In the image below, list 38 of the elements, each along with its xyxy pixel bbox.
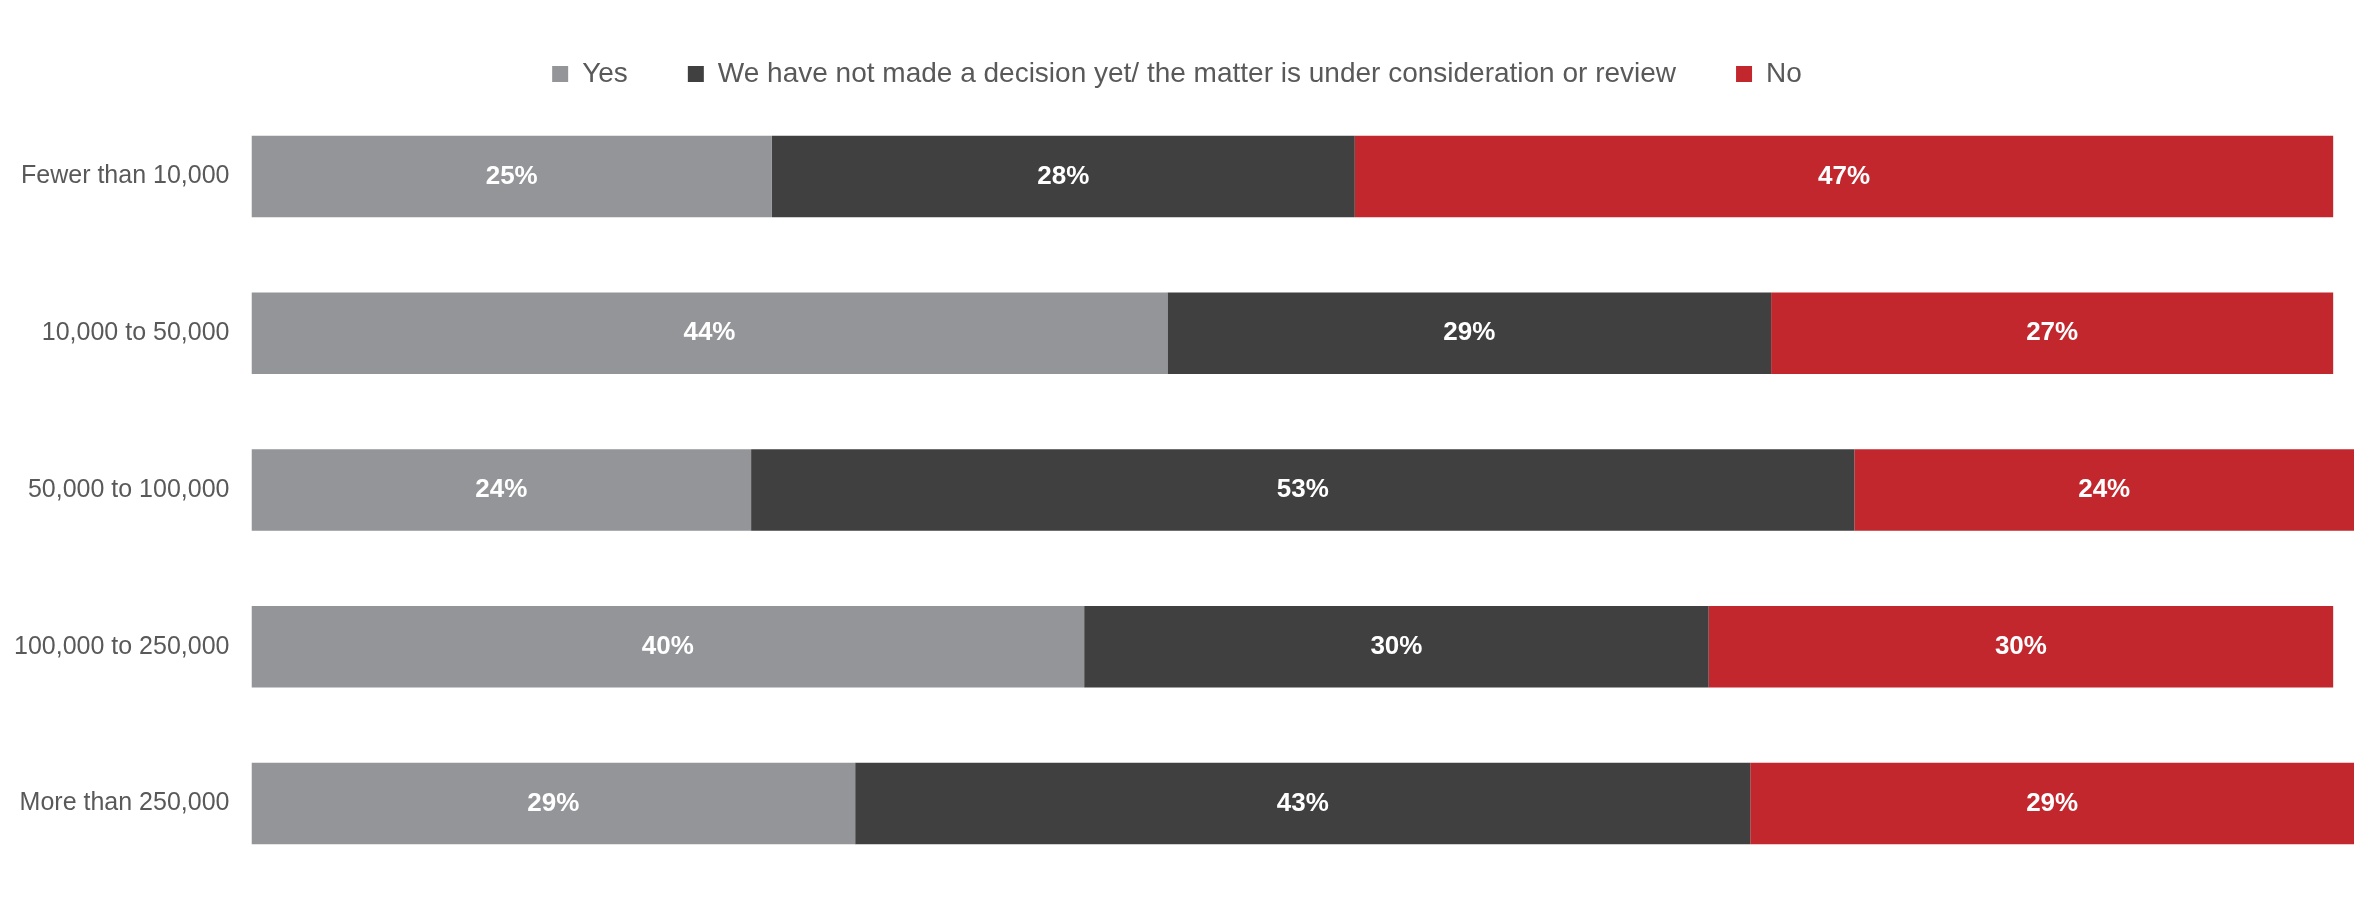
data-label: 24% [2078, 473, 2131, 504]
data-label: 40% [641, 629, 694, 660]
bar [1354, 135, 2334, 218]
bar [1167, 292, 1772, 374]
data-label: 24% [475, 473, 528, 504]
data-label: 29% [1443, 316, 1496, 347]
bar [251, 762, 856, 845]
bar [1854, 449, 2354, 531]
legend-label: Yes [582, 56, 628, 88]
y-tick-label: 50,000 to 100,000 [27, 473, 230, 502]
legend-label: No [1766, 56, 1802, 88]
bar [251, 135, 772, 218]
data-label: 53% [1276, 473, 1329, 504]
legend-label: We have not made a decision yet/ the matter is under consideration or review [717, 56, 1677, 88]
data-label: 30% [1370, 629, 1423, 660]
bar [251, 449, 752, 531]
data-label: 29% [2026, 786, 2079, 817]
bar [251, 606, 1085, 688]
bar [1708, 606, 2334, 688]
data-label: 47% [1817, 159, 1871, 190]
data-label: 27% [2026, 316, 2079, 347]
data-label: 29% [527, 786, 580, 817]
y-tick-label: Fewer than 10,000 [20, 160, 230, 189]
data-label: 25% [485, 159, 538, 190]
y-tick-label: More than 250,000 [19, 787, 230, 816]
bar [1771, 292, 2334, 374]
bar [251, 292, 1168, 374]
bar [1750, 762, 2354, 845]
bar [771, 135, 1355, 218]
data-label: 28% [1037, 159, 1090, 190]
data-label: 44% [683, 316, 736, 347]
bar [1084, 606, 1709, 688]
data-label: 30% [1994, 629, 2047, 660]
bar [855, 762, 1751, 845]
y-tick-label: 10,000 to 50,000 [41, 317, 230, 346]
data-label: 43% [1276, 786, 1329, 817]
y-tick-label: 100,000 to 250,000 [13, 630, 230, 659]
bar [751, 449, 1855, 531]
